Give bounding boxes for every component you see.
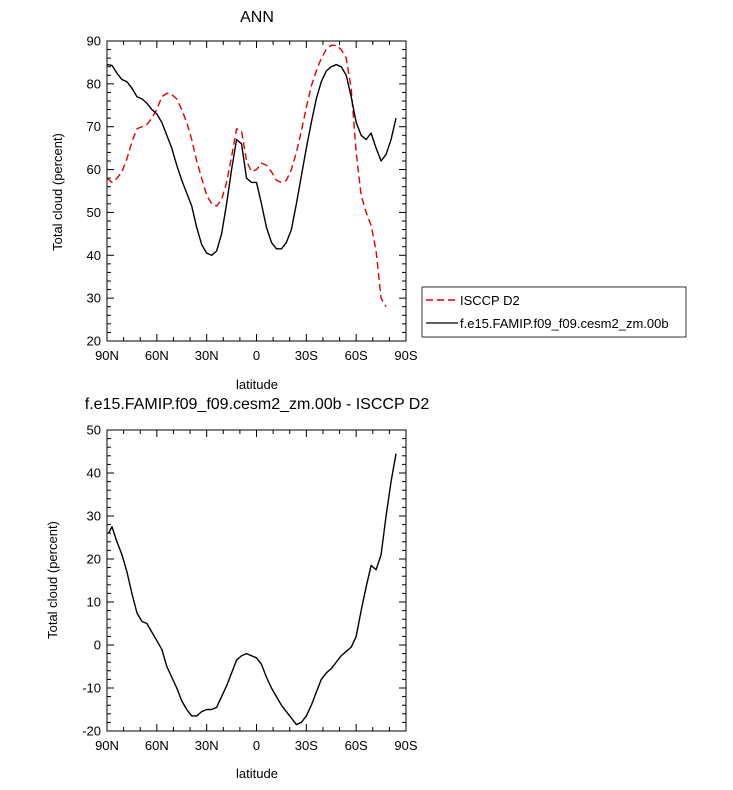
series-lines [108, 453, 397, 726]
x-tick-label: 90S [394, 738, 417, 753]
chart-annual-mean: ANN Total cloud (percent) latitude 90N 60… [50, 9, 687, 392]
x-tick-label: 60N [145, 738, 169, 753]
y-tick-label: 20 [87, 334, 101, 349]
y-tick-label: 70 [87, 119, 101, 134]
x-axis-label: latitude [236, 377, 278, 392]
axis-tick-labels: 90N 60N 30N 0 30S 60S 90S 20 30 40 50 60 70 80 90 [87, 34, 418, 364]
y-tick-label: 50 [87, 205, 101, 220]
x-tick-label: 0 [253, 738, 260, 753]
legend: ISCCP D2 f.e15.FAMIP.f09_f09.cesm2_zm.00… [421, 286, 687, 338]
y-axis-label: Total cloud (percent) [45, 521, 60, 639]
y-tick-label: 30 [87, 509, 101, 524]
chart-title: f.e15.FAMIP.f09_f09.cesm2_zm.00b - ISCCP… [85, 396, 430, 413]
y-tick-label: 40 [87, 466, 101, 481]
x-tick-label: 30N [195, 738, 219, 753]
y-tick-label: 0 [94, 638, 101, 653]
x-tick-label: 30S [295, 348, 318, 363]
chart-difference: f.e15.FAMIP.f09_f09.cesm2_zm.00b - ISCCP… [45, 396, 429, 781]
y-tick-label: 40 [87, 248, 101, 263]
x-tick-label: 90S [394, 348, 417, 363]
x-tick-label: 90N [95, 738, 119, 753]
axis-ticks [106, 429, 407, 732]
x-tick-label: 60S [345, 348, 368, 363]
chart-title: ANN [240, 9, 274, 26]
series-line-first [108, 453, 397, 726]
y-tick-label: 80 [87, 76, 101, 91]
y-tick-label: 60 [87, 162, 101, 177]
y-tick-label: 10 [87, 595, 101, 610]
y-axis-label: Total cloud (percent) [50, 133, 65, 251]
y-tick-label: -10 [82, 681, 101, 696]
legend-box [421, 286, 687, 338]
axis-tick-labels: 90N 60N 30N 0 30S 60S 90S -20 -10 0 10 20 30 40 50 [82, 423, 418, 754]
x-tick-label: 60N [145, 348, 169, 363]
y-tick-label: -20 [82, 724, 101, 739]
x-tick-label: 90N [95, 348, 119, 363]
legend-label-isccp: ISCCP D2 [460, 293, 520, 308]
x-tick-label: 30S [295, 738, 318, 753]
x-tick-label: 0 [253, 348, 260, 363]
legend-label-model: f.e15.FAMIP.f09_f09.cesm2_zm.00b [460, 316, 669, 331]
x-tick-label: 60S [345, 738, 368, 753]
series-line-second [106, 63, 397, 256]
y-tick-label: 50 [87, 423, 101, 438]
y-tick-label: 30 [87, 291, 101, 306]
series-lines [106, 44, 397, 308]
x-axis-label: latitude [236, 766, 278, 781]
series-line-first [106, 44, 387, 308]
plot-frame [106, 40, 407, 342]
y-tick-label: 90 [87, 34, 101, 49]
y-tick-label: 20 [87, 552, 101, 567]
plot-frame [106, 429, 407, 732]
x-tick-label: 30N [195, 348, 219, 363]
